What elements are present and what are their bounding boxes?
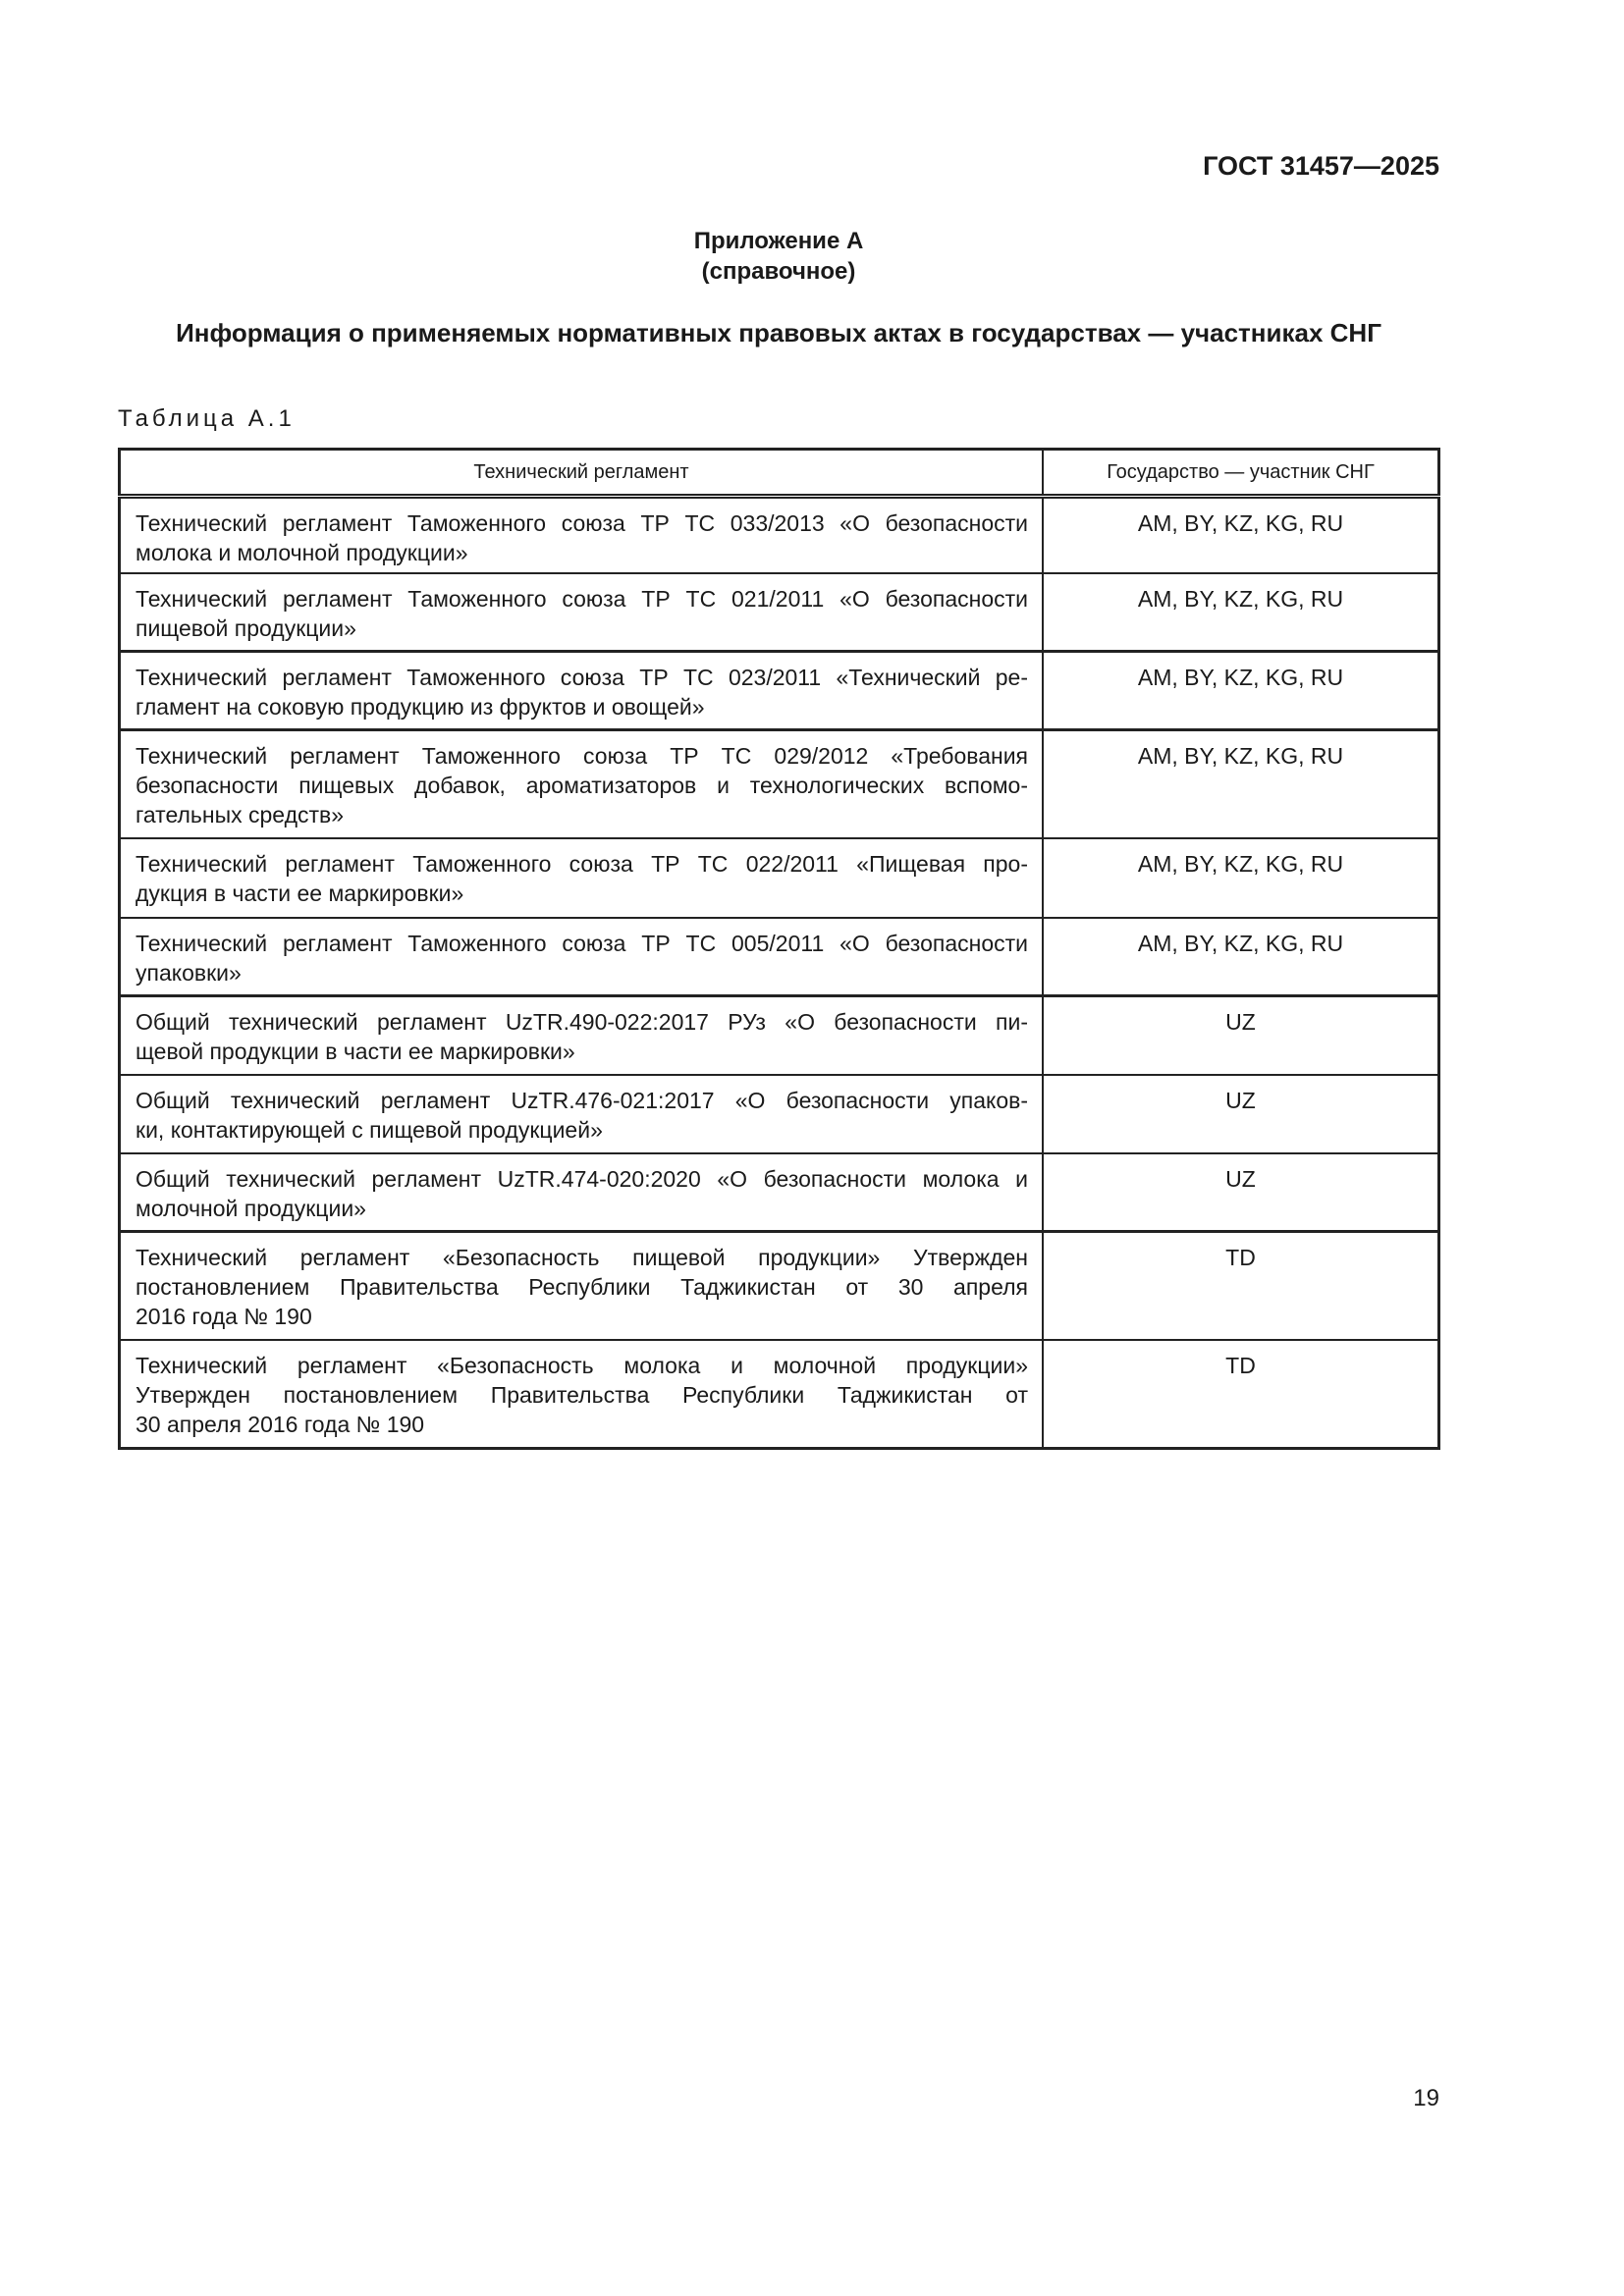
regulation-text-line: молочной продукции» (135, 1195, 366, 1221)
table-row: Технический регламент Таможенного союза … (118, 836, 1440, 919)
regulation-text-line: Утвержден постановлением Правительства Р… (135, 1381, 1028, 1408)
table-row: Технический регламент Таможенного союза … (118, 916, 1440, 997)
table-row: Технический регламент «Безопасность моло… (118, 1338, 1440, 1450)
regulation-text-line: Общий технический регламент UzTR.476-021… (135, 1087, 1028, 1113)
regulation-text-line: гательных средств» (135, 802, 345, 828)
regulation-cell: Технический регламент «Безопасность пище… (118, 1230, 1044, 1341)
state-cell: UZ (1042, 1073, 1440, 1154)
table-header-row: Технический регламент Государство — учас… (118, 448, 1440, 499)
regulation-cell: Технический регламент Таможенного союза … (118, 728, 1044, 839)
state-cell: UZ (1042, 1151, 1440, 1233)
regulation-text-line: Технический регламент «Безопасность моло… (135, 1352, 1028, 1378)
regulation-cell: Технический регламент Таможенного союза … (118, 836, 1044, 919)
page-number: 19 (1413, 2085, 1439, 2111)
state-cell: AM, BY, KZ, KG, RU (1042, 495, 1440, 574)
regulation-text-line: безопасности пищевых добавок, ароматизат… (135, 773, 1028, 798)
regulation-text-line: Технический регламент Таможенного союза … (135, 510, 1028, 536)
regulation-cell: Общий технический регламент UzTR.476-021… (118, 1073, 1044, 1154)
state-cell: AM, BY, KZ, KG, RU (1042, 916, 1440, 997)
regulation-text-line: гламент на соковую продукцию из фруктов … (135, 694, 705, 720)
regulation-text-line: пищевой продукции» (135, 614, 356, 641)
regulation-text-line: 2016 года № 190 (135, 1304, 312, 1329)
state-cell: AM, BY, KZ, KG, RU (1042, 650, 1440, 731)
table-row: Технический регламент Таможенного союза … (118, 495, 1440, 574)
regulation-cell: Общий технический регламент UzTR.490-022… (118, 994, 1044, 1076)
regulation-cell: Технический регламент Таможенного союза … (118, 650, 1044, 731)
column-header-regulation: Технический регламент (118, 448, 1044, 499)
regulation-text-line: Технический регламент Таможенного союза … (135, 665, 1028, 690)
regulation-text-line: Технический регламент Таможенного союза … (135, 850, 1028, 877)
state-cell: TD (1042, 1338, 1440, 1450)
table-row: Технический регламент Таможенного союза … (118, 571, 1440, 653)
regulation-cell: Общий технический регламент UzTR.474-020… (118, 1151, 1044, 1233)
appendix-subtitle: (справочное) (701, 258, 856, 285)
regulation-text-line: ки, контактирующей с пищевой продукцией» (135, 1116, 603, 1143)
table-row: Общий технический регламент UzTR.490-022… (118, 994, 1440, 1076)
state-cell: TD (1042, 1230, 1440, 1341)
document-code: ГОСТ 31457—2025 (1203, 151, 1439, 181)
table-row: Технический регламент Таможенного союза … (118, 728, 1440, 839)
table-row: Общий технический регламент UzTR.474-020… (118, 1151, 1440, 1233)
regulation-cell: Технический регламент Таможенного союза … (118, 495, 1044, 574)
state-cell: AM, BY, KZ, KG, RU (1042, 836, 1440, 919)
regulation-text-line: молока и молочной продукции» (135, 540, 468, 565)
regulation-text-line: дукция в части ее маркировки» (135, 880, 464, 906)
regulation-text-line: Общий технический регламент UzTR.490-022… (135, 1009, 1028, 1035)
state-cell: AM, BY, KZ, KG, RU (1042, 571, 1440, 653)
regulation-text-line: 30 апреля 2016 года № 190 (135, 1411, 425, 1437)
regulation-text-line: Технический регламент Таможенного союза … (135, 743, 1028, 769)
regulations-table: Технический регламент Государство — учас… (118, 448, 1440, 1450)
regulation-text-line: постановлением Правительства Республики … (135, 1274, 1028, 1300)
state-cell: UZ (1042, 994, 1440, 1076)
state-cell: AM, BY, KZ, KG, RU (1042, 728, 1440, 839)
table-label: Таблица А.1 (118, 405, 296, 432)
regulation-text-line: Общий технический регламент UzTR.474-020… (135, 1165, 1028, 1192)
table-row: Технический регламент Таможенного союза … (118, 650, 1440, 731)
section-heading: Информация о применяемых нормативных пра… (176, 318, 1381, 347)
regulation-cell: Технический регламент «Безопасность моло… (118, 1338, 1044, 1450)
table-row: Технический регламент «Безопасность пище… (118, 1230, 1440, 1341)
regulation-cell: Технический регламент Таможенного союза … (118, 571, 1044, 653)
regulation-text-line: щевой продукции в части ее маркировки» (135, 1039, 575, 1064)
column-header-state: Государство — участник СНГ (1042, 448, 1440, 499)
table-row: Общий технический регламент UzTR.476-021… (118, 1073, 1440, 1154)
regulation-text-line: Технический регламент Таможенного союза … (135, 585, 1028, 612)
regulation-text-line: Технический регламент Таможенного союза … (135, 930, 1028, 956)
regulation-text-line: упаковки» (135, 959, 242, 986)
regulation-text-line: Технический регламент «Безопасность пище… (135, 1245, 1028, 1270)
appendix-title: Приложение А (693, 228, 864, 254)
regulation-cell: Технический регламент Таможенного союза … (118, 916, 1044, 997)
